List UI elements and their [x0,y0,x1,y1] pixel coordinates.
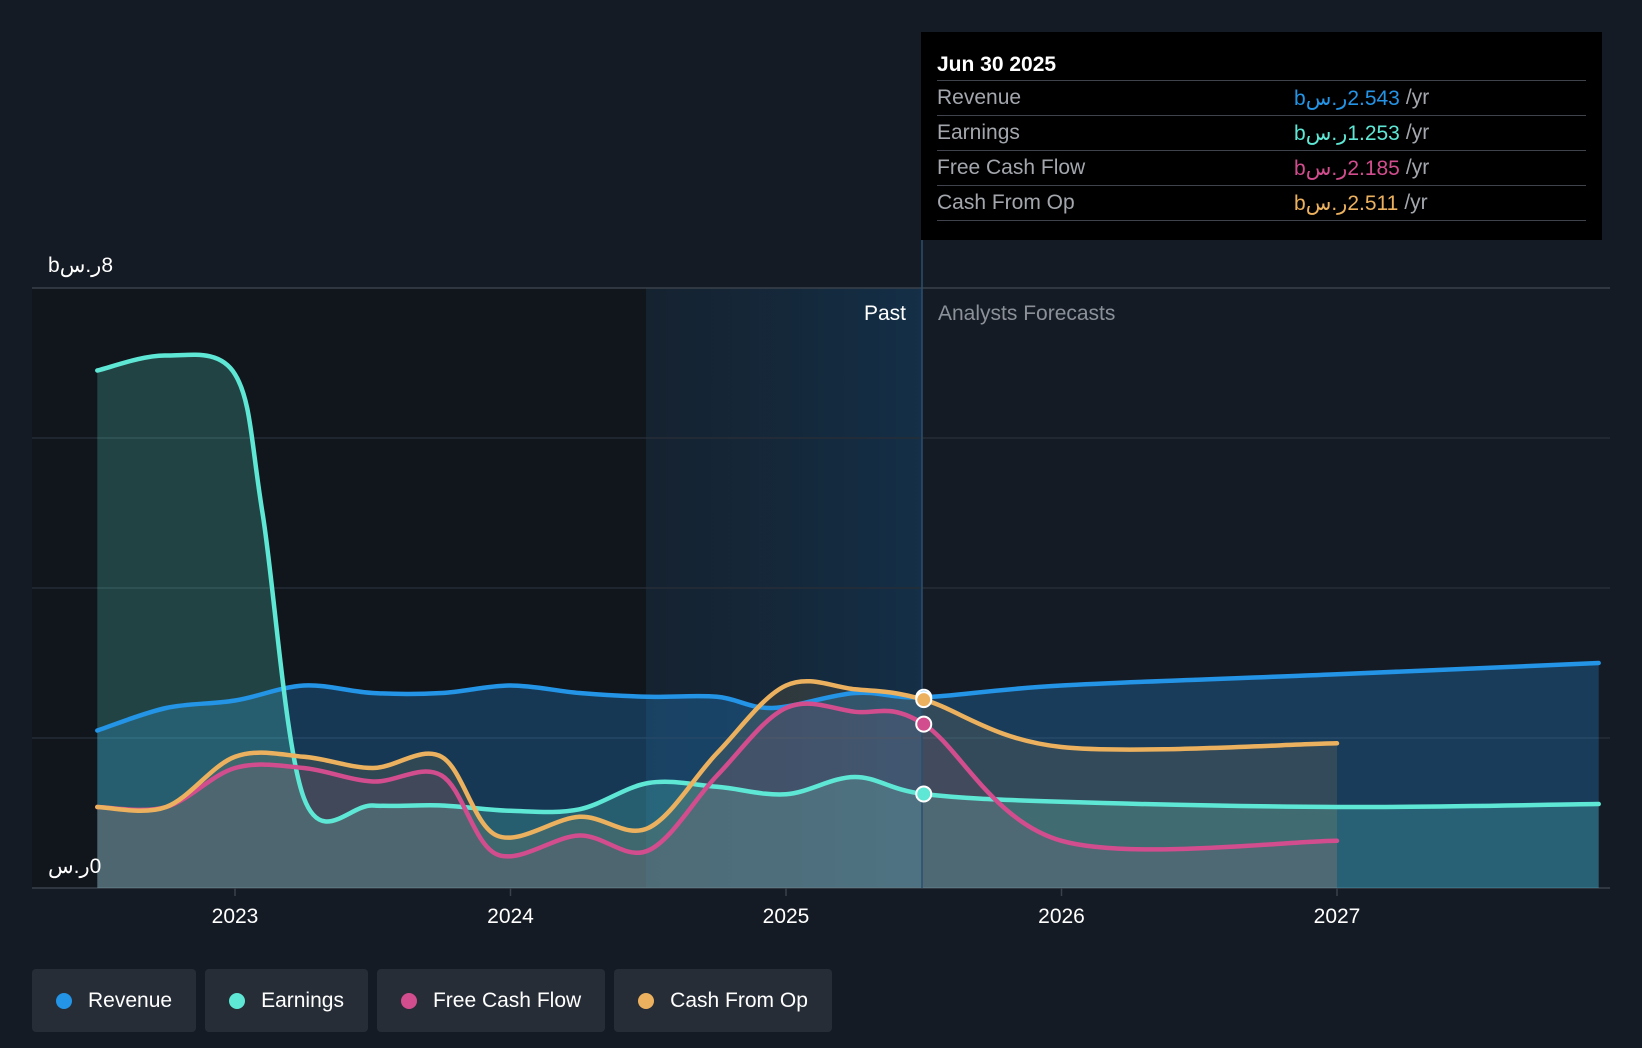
tooltip-row-value: 2.185ر.سb [1294,156,1400,180]
tooltip-row-label: Earnings [937,121,1020,144]
legend-item-cash-from-op[interactable]: Cash From Op [614,969,832,1032]
legend-item-free-cash-flow[interactable]: Free Cash Flow [376,969,606,1032]
x-tick-label: 2025 [763,905,810,928]
earnings-line [95,352,1601,824]
tooltip-row: Cash From Op 2.511ر.سb/yr [937,185,1586,221]
earnings-area [97,354,1599,889]
tooltip-row: Earnings 1.253ر.سb/yr [937,115,1586,150]
y-axis-min-label: 0ر.س [48,855,101,879]
forecast-label: Analysts Forecasts [938,302,1115,325]
legend-label: Earnings [261,988,344,1012]
free-cash-flow-line [95,701,1340,859]
earnings-marker [915,785,933,803]
tooltip-row-unit: /yr [1405,121,1430,144]
tooltip-row-unit: /yr [1405,86,1430,109]
legend-item-earnings[interactable]: Earnings [205,969,368,1032]
tooltip-row-value: 1.253ر.سb [1294,121,1400,145]
tooltip-row: Free Cash Flow 2.185ر.سb/yr [937,150,1586,185]
free-cash-flow-marker [915,715,933,733]
cash-from-op-line [95,678,1340,840]
x-tick-label: 2027 [1314,905,1361,928]
cash-from-op-marker [915,691,933,709]
legend-label: Revenue [88,988,173,1012]
legend-dot-icon [56,992,72,1009]
legend: Revenue Earnings Free Cash Flow Cash From O… [32,969,832,1032]
x-tick-label: 2023 [212,905,259,928]
legend-label: Free Cash Flow [432,988,582,1012]
series-markers [915,688,933,803]
tooltip-row-value: 2.543ر.سb [1294,86,1400,110]
legend-item-revenue[interactable]: Revenue [32,969,197,1032]
tooltip-row-label: Cash From Op [937,191,1075,214]
tooltip-row-label: Free Cash Flow [937,156,1086,179]
x-axis: 2023 2024 2025 2026 2027 [212,888,1361,928]
tooltip-row: Revenue 2.543ر.سb/yr [937,80,1586,115]
y-axis-max-label: 8ر.سb [48,254,113,278]
revenue-line [95,660,1601,733]
tooltip-rows: Revenue 2.543ر.سb/yr Earnings 1.253ر.سb/yr F… [937,80,1586,221]
data-tooltip: Jun 30 2025 Revenue 2.543ر.سb/yr Earnings 1… [921,32,1602,240]
tooltip-row-value: 2.511ر.سb [1294,191,1399,215]
gridlines [32,287,1610,889]
past-label: Past [864,302,906,325]
series-lines [95,352,1601,859]
legend-dot-icon [638,992,655,1009]
x-tick-label: 2026 [1038,905,1085,928]
tooltip-row-unit: /yr [1405,156,1430,179]
legend-dot-icon [400,992,417,1009]
x-tick-label: 2024 [487,905,534,928]
free-cash-flow-area [97,703,1337,888]
tooltip-date: Jun 30 2025 [937,53,1057,76]
legend-dot-icon [229,992,246,1009]
legend-label: Cash From Op [670,988,808,1012]
tooltip-row-unit: /yr [1404,191,1428,214]
tooltip-row-label: Revenue [937,86,1022,109]
